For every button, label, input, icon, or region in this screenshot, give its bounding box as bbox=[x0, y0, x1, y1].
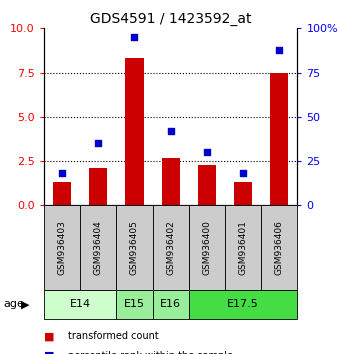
Bar bbox=[44, 205, 80, 290]
Bar bbox=[189, 205, 225, 290]
Point bbox=[59, 171, 65, 176]
Point bbox=[204, 149, 210, 155]
Text: age: age bbox=[3, 299, 24, 309]
Text: E14: E14 bbox=[70, 299, 91, 309]
Text: E15: E15 bbox=[124, 299, 145, 309]
Text: GSM936400: GSM936400 bbox=[202, 220, 211, 275]
Bar bbox=[89, 168, 107, 205]
Point bbox=[168, 128, 173, 134]
Point bbox=[132, 34, 137, 40]
Text: E16: E16 bbox=[160, 299, 181, 309]
Text: GSM936404: GSM936404 bbox=[94, 221, 103, 275]
Bar bbox=[261, 205, 297, 290]
Point bbox=[276, 47, 282, 52]
Bar bbox=[116, 205, 152, 290]
Text: GSM936406: GSM936406 bbox=[275, 220, 284, 275]
Bar bbox=[152, 205, 189, 290]
Bar bbox=[125, 58, 144, 205]
Text: ■: ■ bbox=[44, 351, 54, 354]
Text: GSM936401: GSM936401 bbox=[239, 220, 248, 275]
Bar bbox=[198, 165, 216, 205]
Bar bbox=[225, 205, 261, 290]
Text: ■: ■ bbox=[44, 331, 54, 341]
Bar bbox=[44, 290, 116, 319]
Text: transformed count: transformed count bbox=[68, 331, 158, 341]
Text: E17.5: E17.5 bbox=[227, 299, 259, 309]
Bar bbox=[152, 290, 189, 319]
Text: GSM936402: GSM936402 bbox=[166, 221, 175, 275]
Point bbox=[96, 141, 101, 146]
Bar bbox=[116, 290, 152, 319]
Text: ▶: ▶ bbox=[21, 299, 30, 309]
Bar bbox=[53, 182, 71, 205]
Text: GSM936403: GSM936403 bbox=[57, 220, 67, 275]
Point bbox=[240, 171, 246, 176]
Text: GSM936405: GSM936405 bbox=[130, 220, 139, 275]
Title: GDS4591 / 1423592_at: GDS4591 / 1423592_at bbox=[90, 12, 251, 26]
Bar bbox=[234, 182, 252, 205]
Bar bbox=[80, 205, 116, 290]
Text: percentile rank within the sample: percentile rank within the sample bbox=[68, 351, 233, 354]
Bar bbox=[270, 73, 288, 205]
Bar bbox=[189, 290, 297, 319]
Bar bbox=[162, 158, 180, 205]
